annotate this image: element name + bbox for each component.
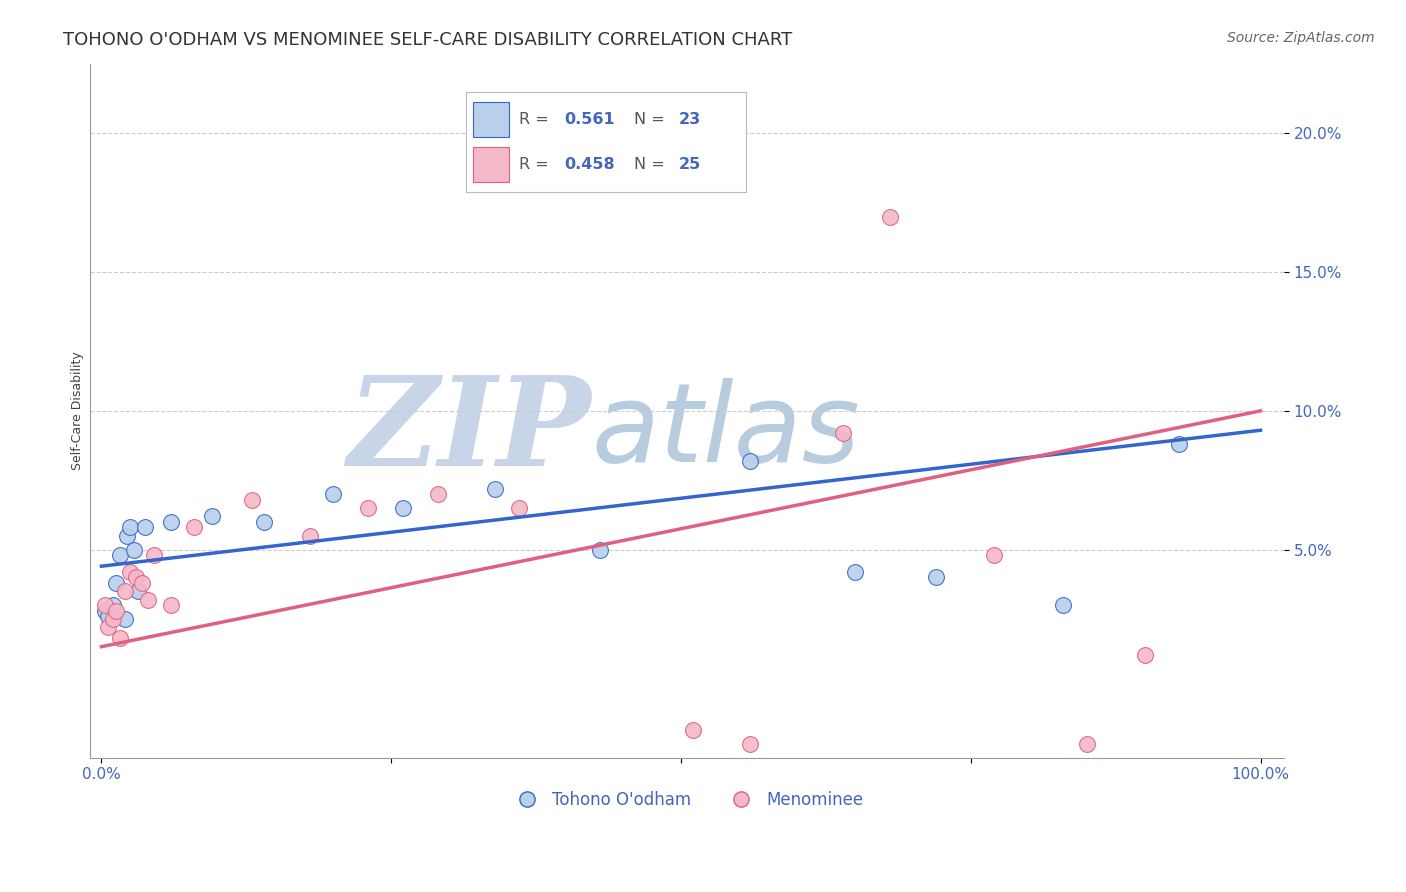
- Point: [879, 210, 901, 224]
- Point: [426, 487, 449, 501]
- Point: [484, 482, 506, 496]
- Point: [832, 425, 855, 440]
- Point: [105, 604, 128, 618]
- Point: [94, 604, 117, 618]
- Point: [391, 500, 413, 515]
- Point: [508, 500, 530, 515]
- Point: [740, 454, 762, 468]
- Point: [1133, 648, 1156, 662]
- Point: [142, 548, 165, 562]
- Text: atlas: atlas: [592, 378, 860, 485]
- Point: [94, 598, 117, 612]
- Point: [1076, 737, 1098, 751]
- Point: [160, 515, 183, 529]
- Point: [134, 520, 156, 534]
- Point: [253, 515, 276, 529]
- Y-axis label: Self-Care Disability: Self-Care Disability: [72, 351, 84, 470]
- Point: [200, 509, 222, 524]
- Point: [105, 575, 128, 590]
- Point: [844, 565, 866, 579]
- Point: [299, 529, 322, 543]
- Point: [127, 584, 149, 599]
- Point: [122, 542, 145, 557]
- Point: [983, 548, 1005, 562]
- Point: [97, 609, 120, 624]
- Point: [1168, 437, 1191, 451]
- Point: [322, 487, 344, 501]
- Text: Source: ZipAtlas.com: Source: ZipAtlas.com: [1227, 31, 1375, 45]
- Point: [925, 570, 948, 584]
- Point: [120, 520, 142, 534]
- Point: [120, 565, 142, 579]
- Point: [114, 584, 136, 599]
- Point: [240, 492, 263, 507]
- Legend: Tohono O'odham, Menominee: Tohono O'odham, Menominee: [503, 784, 870, 815]
- Point: [101, 598, 124, 612]
- Point: [1052, 598, 1074, 612]
- Text: ZIP: ZIP: [347, 371, 592, 492]
- Point: [108, 632, 131, 646]
- Point: [114, 612, 136, 626]
- Point: [183, 520, 205, 534]
- Point: [589, 542, 612, 557]
- Point: [125, 570, 148, 584]
- Point: [740, 737, 762, 751]
- Point: [682, 723, 704, 737]
- Point: [136, 592, 159, 607]
- Point: [101, 612, 124, 626]
- Point: [357, 500, 380, 515]
- Point: [108, 548, 131, 562]
- Point: [115, 529, 138, 543]
- Text: TOHONO O'ODHAM VS MENOMINEE SELF-CARE DISABILITY CORRELATION CHART: TOHONO O'ODHAM VS MENOMINEE SELF-CARE DI…: [63, 31, 793, 49]
- Point: [131, 575, 153, 590]
- Point: [160, 598, 183, 612]
- Point: [97, 620, 120, 634]
